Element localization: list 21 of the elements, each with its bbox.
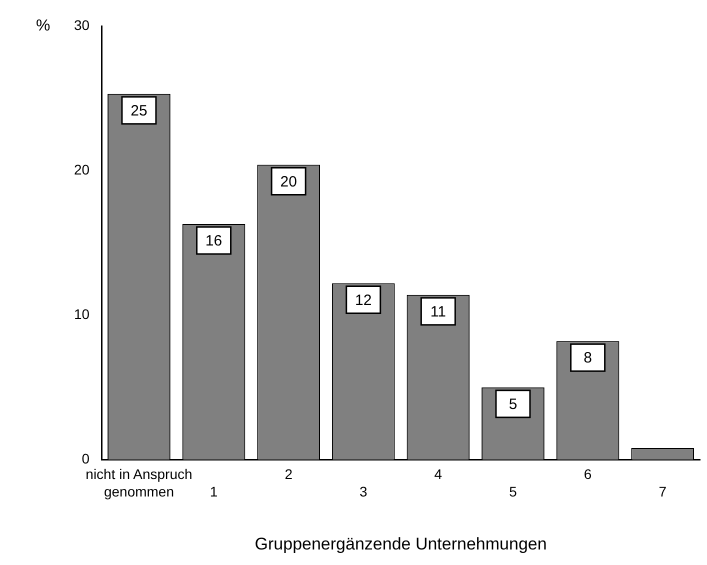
y-tick-label: 20 [74,161,90,178]
x-tick-label: 4 [434,466,442,482]
y-axis-title: % [36,17,50,34]
data-label: 8 [584,350,592,367]
x-tick-label: 6 [584,466,592,482]
x-tick-label: 5 [509,484,518,500]
x-tick-label: 1 [210,484,218,500]
data-label: 20 [280,173,297,190]
data-label: 11 [430,303,446,320]
x-tick-label: 7 [658,484,667,500]
x-axis-title: Gruppenergänzende Unternehmungen [254,534,547,554]
y-tick-label: 0 [82,450,90,466]
x-tick-label: 3 [359,484,368,500]
data-label: 25 [130,102,148,120]
y-tick-label: 30 [74,16,90,33]
data-label: 12 [355,292,372,309]
data-label: 16 [205,232,222,250]
x-tick-label: 2 [284,466,293,482]
y-tick-label: 10 [74,306,90,322]
x-tick-label: nicht in Anspruch genommen [86,466,192,500]
data-label: 5 [508,396,518,413]
